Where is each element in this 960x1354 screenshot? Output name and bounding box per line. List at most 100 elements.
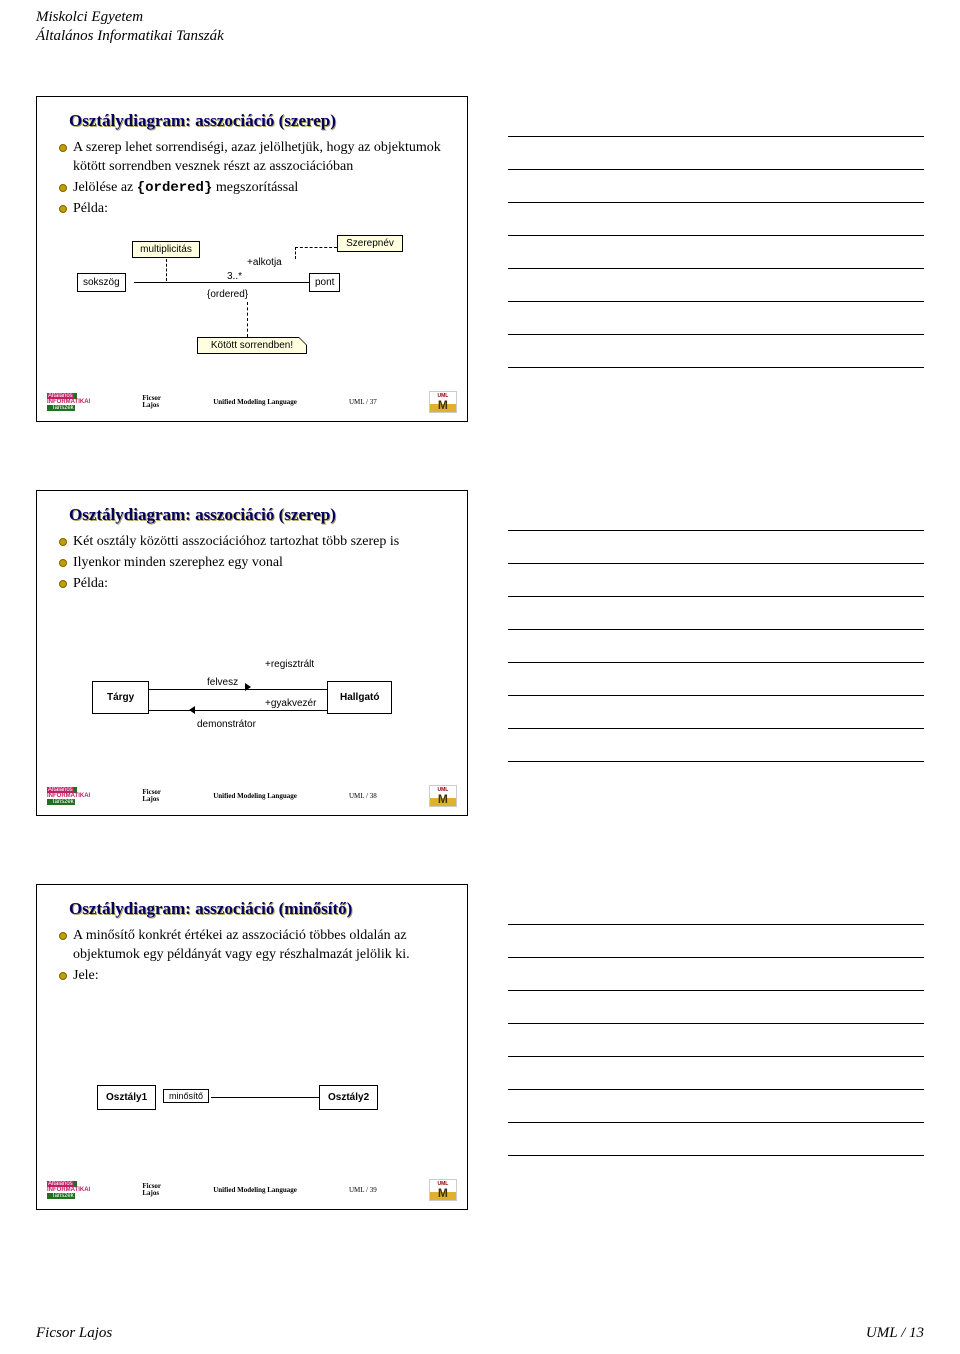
bullet-icon (59, 580, 67, 588)
arrow-icon (189, 706, 195, 714)
assoc-name-top: felvesz (207, 677, 238, 688)
slide-number: UML / 37 (349, 398, 377, 406)
badge-part: Tanszék (51, 405, 75, 411)
footer-page: UML / 13 (866, 1325, 924, 1342)
text: Lajos (142, 1189, 159, 1197)
text: Lajos (142, 401, 159, 409)
text-fragment: megszorítással (212, 180, 298, 195)
role-top: +regisztrált (265, 659, 314, 670)
page-header: Miskolci Egyetem Általános Informatikai … (36, 8, 224, 46)
footer-title: Unified Modeling Language (213, 792, 297, 800)
bullet-icon (59, 144, 67, 152)
bullet-icon (59, 538, 67, 546)
association-line (134, 282, 309, 283)
bullet-text: Jele: (73, 967, 455, 986)
note-text: Szerepnév (346, 238, 394, 249)
text-fragment: Jelölése az (73, 180, 137, 195)
dash-connector (166, 259, 167, 281)
note-multiplicity: multiplicitás (132, 241, 200, 258)
footer-title: Unified Modeling Language (213, 1186, 297, 1194)
dept-badge: Általános INFORMATIKAI Tanszék (47, 787, 90, 805)
author: Ficsor Lajos (142, 789, 161, 803)
bullet-text: Két osztály közötti asszociációhoz tarto… (73, 533, 455, 552)
uml-logo-icon: M (429, 391, 457, 413)
handout-row-1: Osztálydiagram: asszociáció (szerep) A s… (36, 96, 924, 422)
text: Lajos (142, 795, 159, 803)
bullet-text: A szerep lehet sorrendiségi, azaz jelölh… (73, 139, 455, 177)
uml-logo-icon: M (429, 1179, 457, 1201)
slide-37: Osztálydiagram: asszociáció (szerep) A s… (36, 96, 468, 422)
multiplicity-label: 3..* (227, 271, 242, 282)
association-line (211, 1097, 319, 1098)
slide-footer: Általános INFORMATIKAI Tanszék Ficsor La… (47, 389, 457, 415)
notes-area (508, 884, 924, 1156)
note-text: multiplicitás (140, 244, 192, 255)
bullet-icon (59, 559, 67, 567)
slide-number: UML / 39 (349, 1186, 377, 1194)
ordered-constraint: {ordered} (207, 289, 248, 300)
text: UML / (349, 792, 368, 800)
dept-badge: Általános INFORMATIKAI Tanszék (47, 1181, 90, 1199)
arrow-icon (245, 683, 251, 691)
note-rolename: Szerepnév (337, 235, 403, 252)
header-line-2: Általános Informatikai Tanszák (36, 27, 224, 46)
uml-logo-icon: M (429, 785, 457, 807)
slide-body: Két osztály közötti asszociációhoz tarto… (59, 533, 455, 596)
notes-area (508, 96, 924, 368)
assoc-line-top (149, 689, 327, 690)
bullet-text: Példa: (73, 200, 455, 219)
note-ordered: Kötött sorrendben! (197, 337, 307, 354)
slide-38: Osztálydiagram: asszociáció (szerep) Két… (36, 490, 468, 816)
class-osztaly1: Osztály1 (97, 1085, 156, 1110)
text: 39 (370, 1186, 377, 1194)
bullet-icon (59, 972, 67, 980)
bullet-text: A minősítő konkrét értékei az asszociáci… (73, 927, 455, 965)
author: Ficsor Lajos (142, 1183, 161, 1197)
dept-badge: Általános INFORMATIKAI Tanszék (47, 393, 90, 411)
bullet-icon (59, 932, 67, 940)
dash-connector (295, 247, 296, 259)
handout-row-2: Osztálydiagram: asszociáció (szerep) Két… (36, 490, 924, 816)
text: 38 (370, 792, 377, 800)
class-targy: Tárgy (92, 681, 149, 714)
class-osztaly2: Osztály2 (319, 1085, 378, 1110)
header-line-1: Miskolci Egyetem (36, 8, 224, 27)
note-text: Kötött sorrendben! (211, 340, 293, 351)
badge-part: Tanszék (51, 1193, 75, 1199)
handout-row-3: Osztálydiagram: asszociáció (minősítő) A… (36, 884, 924, 1210)
slide-footer: Általános INFORMATIKAI Tanszék Ficsor La… (47, 1177, 457, 1203)
class-hallgato: Hallgató (327, 681, 392, 714)
slide-number: UML / 38 (349, 792, 377, 800)
class-box-right: pont (309, 273, 340, 292)
slide-title: Osztálydiagram: asszociáció (minősítő) (69, 899, 352, 919)
dash-connector (295, 247, 337, 248)
bullet-text: Jelölése az {ordered} megszorítással (73, 179, 455, 198)
code-fragment: {ordered} (137, 180, 213, 196)
text: 37 (370, 398, 377, 406)
bullet-icon (59, 184, 67, 192)
bullet-icon (59, 205, 67, 213)
slide-title: Osztálydiagram: asszociáció (szerep) (69, 505, 336, 525)
notes-area (508, 490, 924, 762)
role-end-label: +alkotja (247, 257, 282, 268)
slide-39: Osztálydiagram: asszociáció (minősítő) A… (36, 884, 468, 1210)
slide-footer: Általános INFORMATIKAI Tanszék Ficsor La… (47, 783, 457, 809)
author: Ficsor Lajos (142, 395, 161, 409)
role-bottom: +gyakvezér (265, 698, 316, 709)
assoc-name-bottom: demonstrátor (197, 719, 256, 730)
page-footer: Ficsor Lajos UML / 13 (36, 1325, 924, 1342)
bullet-text: Ilyenkor minden szerephez egy vonal (73, 554, 455, 573)
text: UML / (349, 1186, 368, 1194)
slide-title: Osztálydiagram: asszociáció (szerep) (69, 111, 336, 131)
assoc-line-bottom (149, 710, 327, 711)
slide-body: A szerep lehet sorrendiségi, azaz jelölh… (59, 139, 455, 221)
text: UML / (349, 398, 368, 406)
slide-body: A minősítő konkrét értékei az asszociáci… (59, 927, 455, 988)
badge-part: Tanszék (51, 799, 75, 805)
class-box-left: sokszög (77, 273, 126, 292)
dash-connector (247, 302, 248, 337)
qualifier-box: minősítő (163, 1089, 209, 1103)
footer-title: Unified Modeling Language (213, 398, 297, 406)
footer-author: Ficsor Lajos (36, 1325, 112, 1342)
bullet-text: Példa: (73, 575, 455, 594)
